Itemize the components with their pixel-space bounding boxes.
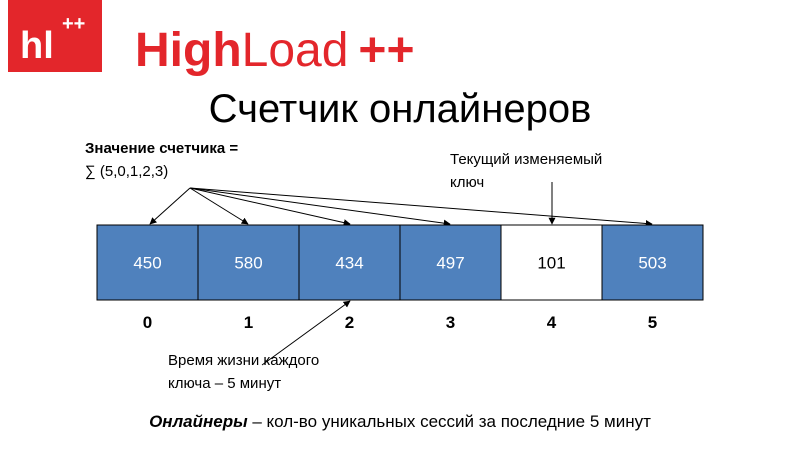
cell — [298, 224, 401, 301]
current-note: Текущий изменяемый — [450, 151, 602, 168]
logo-badge-sup: ++ — [62, 13, 85, 35]
cell-index: 3 — [446, 313, 455, 332]
cell-index: 4 — [547, 313, 557, 332]
ttl-note: Время жизни каждого — [168, 352, 319, 369]
sum-note: Значение счетчика = — [85, 140, 238, 157]
cell-value: 101 — [537, 254, 565, 273]
cell-value: 434 — [335, 254, 363, 273]
cell — [601, 224, 704, 301]
arrow — [149, 187, 191, 225]
logo-badge-text: hl — [20, 25, 54, 67]
cell-value: 503 — [638, 254, 666, 273]
arrow — [189, 187, 451, 227]
slide-title: Счетчик онлайнеров — [209, 87, 592, 131]
cell-value: 497 — [436, 254, 464, 273]
logo-badge — [8, 0, 102, 72]
arrow — [189, 187, 351, 227]
ttl-note: ключа – 5 минут — [168, 375, 281, 392]
footer: Онлайнеры – кол-во уникальных сессий за … — [149, 412, 651, 431]
cell — [399, 224, 502, 301]
cells: 450 0 580 1 434 2 497 3 101 4 503 5 — [96, 224, 704, 332]
logo-brand-bold: High — [135, 24, 242, 77]
logo-brand: HighLoad ++ — [135, 24, 414, 77]
arrows — [149, 182, 653, 366]
footer-definition: – кол-во уникальных сессий за последние … — [248, 412, 651, 431]
arrow — [261, 300, 351, 366]
cell-index: 1 — [244, 313, 253, 332]
cell-index: 2 — [345, 313, 354, 332]
logo-brand-light: Load — [242, 24, 349, 77]
cell — [197, 224, 300, 301]
current-note: ключ — [450, 174, 484, 191]
cell-index: 5 — [648, 313, 657, 332]
cell — [500, 224, 603, 301]
arrow — [189, 187, 653, 227]
logo-brand-plus: ++ — [358, 24, 414, 77]
sum-note: ∑ (5,0,1,2,3) — [85, 163, 168, 180]
cell-index: 0 — [143, 313, 152, 332]
cell-value: 450 — [133, 254, 161, 273]
cell-value: 580 — [234, 254, 262, 273]
footer-term: Онлайнеры — [149, 412, 248, 431]
arrow — [189, 187, 249, 225]
